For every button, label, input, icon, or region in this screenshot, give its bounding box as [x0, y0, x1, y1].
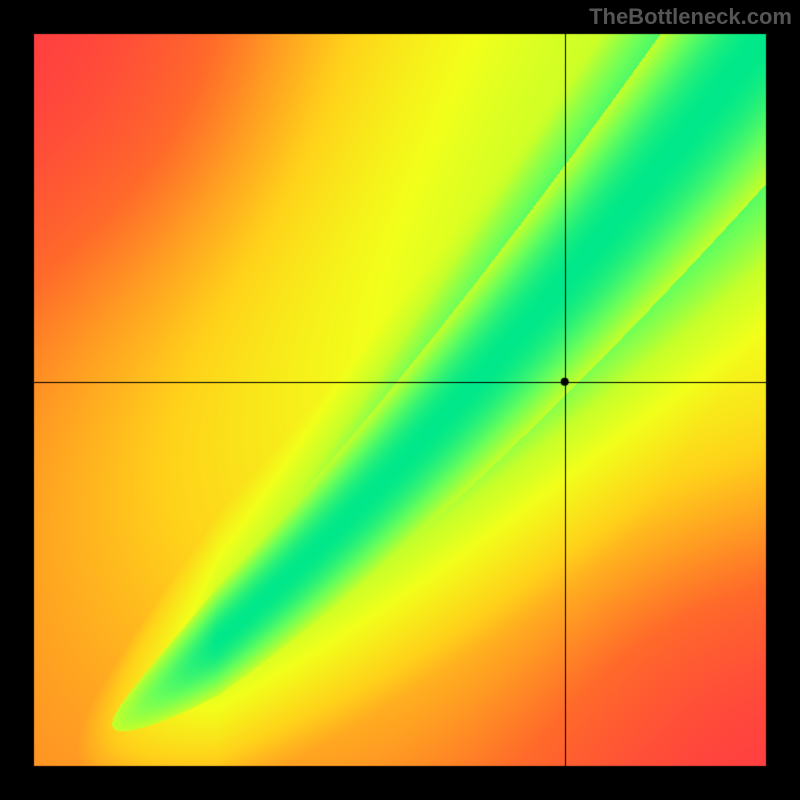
watermark-text: TheBottleneck.com — [589, 4, 792, 30]
chart-container: { "meta": { "watermark_text": "TheBottle… — [0, 0, 800, 800]
bottleneck-heatmap — [0, 0, 800, 800]
